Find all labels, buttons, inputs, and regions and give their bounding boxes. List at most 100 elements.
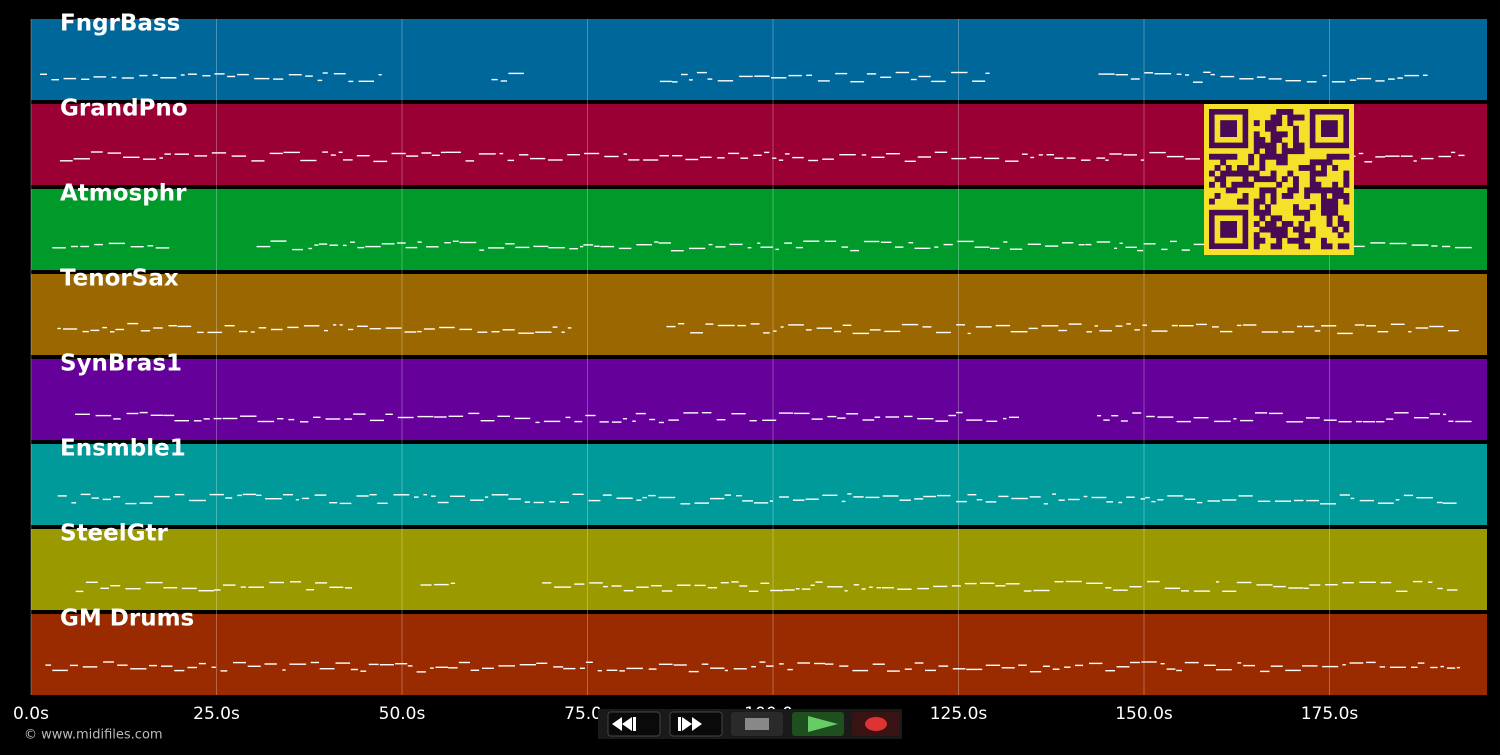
note: [717, 324, 735, 327]
note: [808, 159, 819, 162]
note: [93, 76, 107, 78]
note: [154, 495, 170, 498]
note: [421, 152, 432, 154]
qr-cell: [1276, 109, 1283, 115]
note: [1389, 242, 1407, 245]
note: [139, 411, 148, 414]
note: [951, 71, 968, 74]
note: [1144, 72, 1154, 74]
note: [479, 249, 485, 251]
note: [985, 501, 997, 503]
note: [1147, 580, 1160, 583]
qr-cell: [1265, 125, 1271, 132]
note: [1438, 155, 1451, 158]
note: [681, 73, 688, 76]
note: [308, 247, 313, 250]
note: [1054, 581, 1064, 583]
qr-cell: [1253, 209, 1260, 216]
note: [775, 248, 779, 251]
note: [524, 501, 530, 503]
note: [574, 583, 585, 585]
note: [530, 157, 546, 160]
note: [1337, 332, 1353, 335]
qr-cell: [1309, 232, 1316, 239]
note: [841, 500, 846, 503]
note: [685, 158, 699, 161]
qr-cell: [1304, 243, 1311, 250]
note: [343, 159, 353, 161]
note: [1338, 421, 1352, 423]
note-marks: [57, 322, 1459, 335]
tick-label: 150.0s: [1115, 704, 1173, 724]
track-background: [31, 614, 1487, 695]
note: [1157, 499, 1164, 501]
qr-cell: [1304, 209, 1311, 216]
note: [673, 664, 687, 666]
note: [805, 329, 812, 331]
qr-cell: [1270, 131, 1277, 138]
note: [1261, 331, 1279, 333]
qr-cell: [1242, 165, 1249, 171]
note: [937, 494, 951, 497]
qr-cell: [1209, 198, 1215, 205]
qr-cell: [1326, 215, 1333, 222]
qr-cell: [1343, 193, 1350, 199]
qr-cell: [1293, 204, 1299, 211]
note: [1096, 157, 1106, 159]
note: [998, 495, 1009, 498]
note: [1103, 419, 1110, 421]
note: [967, 494, 977, 496]
note: [783, 589, 795, 591]
note: [222, 584, 236, 586]
qr-cell: [1242, 170, 1249, 177]
note: [160, 77, 177, 79]
note: [1395, 590, 1408, 592]
note: [565, 416, 571, 419]
note: [1193, 81, 1203, 83]
forward-icon: [678, 717, 702, 731]
note: [110, 331, 115, 333]
note: [333, 324, 337, 326]
note: [1415, 327, 1429, 329]
qr-cell: [1259, 176, 1266, 183]
qr-cell: [1281, 109, 1288, 115]
note: [852, 332, 870, 335]
note: [188, 73, 197, 75]
note: [1375, 80, 1385, 82]
note: [257, 420, 275, 423]
qr-finder: [1220, 221, 1237, 238]
note: [792, 156, 804, 159]
note: [847, 493, 852, 495]
track-lane: FngrBass: [31, 11, 1487, 100]
note: [1054, 157, 1064, 159]
note: [876, 587, 882, 589]
note: [1349, 662, 1364, 664]
note: [720, 582, 729, 584]
note: [404, 331, 417, 333]
qr-cell: [1332, 198, 1339, 205]
note: [1355, 420, 1362, 423]
note: [842, 324, 852, 326]
note: [1448, 330, 1459, 332]
note: [209, 493, 224, 496]
qr-cell: [1321, 243, 1327, 250]
note: [918, 75, 931, 78]
qr-cell: [1315, 170, 1322, 177]
qr-cell: [1281, 153, 1288, 160]
track-name: Atmosphr: [60, 181, 187, 207]
note: [125, 502, 137, 505]
note: [934, 246, 939, 248]
note: [1179, 325, 1194, 327]
note: [75, 590, 84, 593]
note: [689, 79, 693, 81]
qr-code: [1204, 104, 1354, 255]
note: [282, 669, 286, 671]
note: [636, 244, 652, 246]
qr-cell: [1332, 165, 1339, 171]
note: [1239, 78, 1254, 80]
note: [358, 80, 374, 82]
note: [1458, 154, 1465, 157]
note: [778, 159, 784, 161]
note: [1058, 499, 1065, 501]
note: [787, 668, 793, 671]
